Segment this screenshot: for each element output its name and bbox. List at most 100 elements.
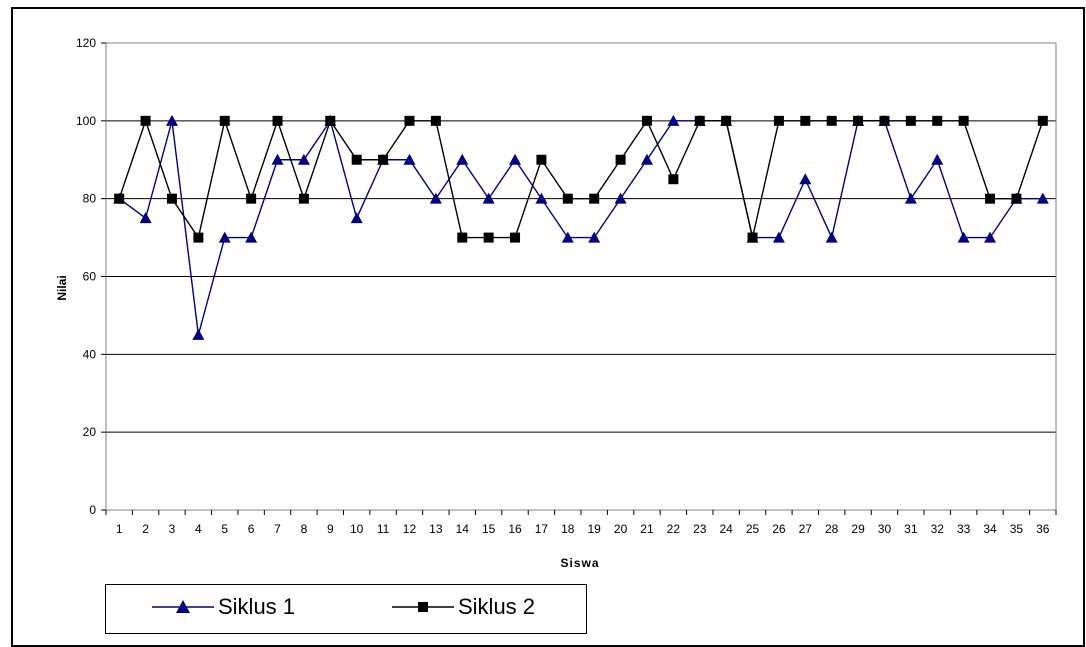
- series-1-point: [218, 231, 231, 243]
- series-2-point: [932, 115, 943, 126]
- series-2: [114, 115, 1048, 243]
- series-1-point: [350, 212, 363, 224]
- series-1-point: [1036, 192, 1049, 204]
- x-tick-label: 8: [301, 522, 308, 536]
- x-tick-label: 27: [799, 522, 813, 536]
- series-1-point: [192, 328, 205, 340]
- series-2-point: [114, 193, 125, 204]
- series-2-point: [721, 115, 732, 126]
- series-1-line: [118, 119, 1043, 336]
- series-1-point: [931, 153, 944, 165]
- series-2-point: [219, 115, 230, 126]
- y-tick-label: 80: [83, 192, 97, 206]
- x-tick-label: 17: [535, 522, 549, 536]
- x-tick-label: 24: [719, 522, 733, 536]
- y-tick-label: 40: [83, 347, 97, 361]
- legend-label-series-2: Siklus 2: [458, 594, 536, 619]
- x-tick-label: 28: [825, 522, 839, 536]
- series-2-point: [430, 115, 441, 126]
- x-axis-ticks: 1 2 3 4 5 6 7 8 9 10 11 12 13 14 15 16 17 18 19 20 21 22 23 24 2…: [105, 510, 1057, 536]
- x-tick-label: 29: [851, 522, 865, 536]
- x-tick-label: 18: [561, 522, 575, 536]
- series-1-point: [614, 192, 627, 204]
- series-1-point: [139, 212, 152, 224]
- series-2-point: [773, 115, 784, 126]
- series-2-point: [694, 115, 705, 126]
- x-tick-label: 10: [350, 522, 364, 536]
- series-2-point: [298, 193, 309, 204]
- series-2-point: [800, 115, 811, 126]
- series-2-point: [615, 154, 626, 165]
- series-2-point: [378, 154, 389, 165]
- x-tick-label: 6: [248, 522, 255, 536]
- legend-marker-series-2: [392, 602, 454, 612]
- x-tick-label: 20: [614, 522, 628, 536]
- legend-label-series-1: Siklus 1: [218, 594, 296, 619]
- series-2-point: [641, 115, 652, 126]
- y-tick-label: 60: [83, 270, 97, 284]
- series-1-point: [245, 231, 258, 243]
- series-2-point: [457, 232, 468, 243]
- series-2-point: [483, 232, 494, 243]
- series-2-point: [193, 232, 204, 243]
- series-1-point: [561, 231, 574, 243]
- x-tick-label: 5: [221, 522, 228, 536]
- x-tick-label: 31: [904, 522, 918, 536]
- series-2-point: [668, 174, 679, 185]
- x-tick-label: 12: [403, 522, 417, 536]
- series-2-point: [747, 232, 758, 243]
- series-2-point: [404, 115, 415, 126]
- y-tick-label: 20: [83, 425, 97, 439]
- series-1-point: [429, 192, 442, 204]
- legend-entry-series-2: Siklus 2: [392, 593, 535, 621]
- series-layer: [113, 114, 1049, 340]
- series-1-point: [271, 153, 284, 165]
- x-tick-label: 25: [746, 522, 760, 536]
- x-tick-label: 21: [640, 522, 654, 536]
- x-tick-label: 32: [931, 522, 945, 536]
- series-2-point: [826, 115, 837, 126]
- legend: Siklus 1 Siklus 2: [105, 584, 587, 634]
- series-1-point: [904, 192, 917, 204]
- x-tick-label: 34: [983, 522, 997, 536]
- series-2-point: [905, 115, 916, 126]
- x-tick-label: 9: [327, 522, 334, 536]
- series-1-point: [165, 114, 178, 126]
- series-2-point: [351, 154, 362, 165]
- series-1-point: [799, 173, 812, 185]
- series-1: [113, 114, 1049, 340]
- series-2-point: [1037, 115, 1048, 126]
- series-1-point: [588, 231, 601, 243]
- x-tick-label: 26: [772, 522, 786, 536]
- series-2-point: [246, 193, 257, 204]
- x-axis-title: Siswa: [560, 556, 599, 570]
- series-1-point: [509, 153, 522, 165]
- series-1-point: [640, 153, 653, 165]
- series-1-point: [667, 114, 680, 126]
- series-1-point: [957, 231, 970, 243]
- series-2-point: [985, 193, 996, 204]
- series-2-point: [1011, 193, 1022, 204]
- series-2-point: [589, 193, 600, 204]
- x-tick-label: 1: [116, 522, 123, 536]
- series-1-point: [456, 153, 469, 165]
- x-tick-label: 13: [429, 522, 443, 536]
- x-tick-label: 22: [667, 522, 681, 536]
- x-tick-label: 11: [377, 522, 390, 536]
- y-tick-label: 0: [89, 503, 96, 517]
- x-tick-label: 35: [1010, 522, 1024, 536]
- series-2-point: [879, 115, 890, 126]
- x-tick-label: 2: [142, 522, 149, 536]
- x-tick-label: 19: [588, 522, 602, 536]
- series-2-point: [140, 115, 151, 126]
- x-tick-label: 33: [957, 522, 971, 536]
- x-tick-label: 3: [169, 522, 176, 536]
- x-tick-label: 7: [274, 522, 281, 536]
- series-1-point: [482, 192, 495, 204]
- x-tick-label: 4: [195, 522, 202, 536]
- series-2-point: [958, 115, 969, 126]
- series-2-point: [166, 193, 177, 204]
- x-tick-label: 30: [878, 522, 892, 536]
- y-tick-label: 100: [76, 114, 96, 128]
